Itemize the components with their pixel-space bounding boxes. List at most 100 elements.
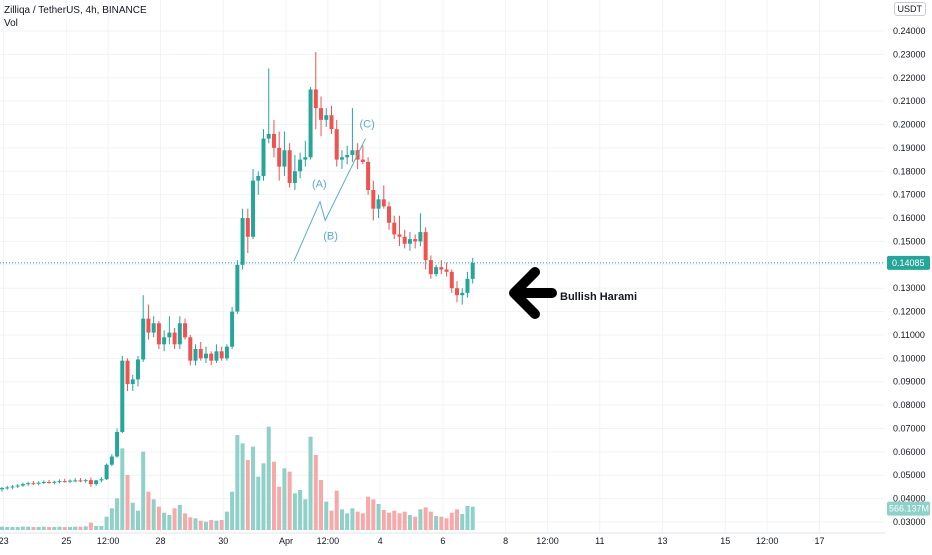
volume-bar [172, 508, 177, 530]
volume-bar [120, 448, 125, 530]
volume-bar [125, 475, 130, 530]
volume-bar [193, 518, 198, 530]
wave-line [293, 138, 366, 262]
volume-bar [360, 513, 365, 530]
time-tick-label: 17 [814, 536, 824, 546]
volume-bar [141, 451, 146, 530]
candle-body [381, 199, 386, 207]
volume-bar [177, 505, 182, 530]
candle-body [376, 199, 381, 209]
candle-body [151, 323, 156, 333]
candle-body [120, 360, 125, 432]
volume-bar [235, 435, 240, 530]
candle-body [26, 483, 31, 485]
time-tick-label: 28 [155, 536, 165, 546]
volume-bar [73, 526, 78, 530]
left-arrow-icon [509, 267, 557, 319]
volume-bar [0, 526, 4, 530]
candle-body [387, 206, 392, 223]
volume-bar [423, 507, 428, 530]
volume-bar [167, 515, 172, 530]
candle-body [251, 180, 256, 237]
candle-body [41, 482, 46, 484]
time-tick-label: 23 [0, 536, 9, 546]
candle-body [334, 129, 339, 160]
candle-body [141, 318, 146, 360]
volume-bar [162, 512, 167, 530]
price-tick-label: 0.18000 [893, 166, 926, 176]
candle-body [78, 480, 83, 482]
volume-bar [449, 512, 454, 530]
volume-bar [339, 509, 344, 530]
volume-bar [230, 491, 235, 530]
volume-bar [224, 511, 229, 530]
candle-body [209, 353, 214, 361]
volume-bar [465, 506, 470, 530]
candle-body [73, 480, 78, 482]
price-axis[interactable]: 0.03000 0.04000 0.05000 0.06000 0.07000 0.080… [885, 0, 932, 532]
volume-bar [20, 526, 25, 530]
volume-bar [151, 499, 156, 530]
volume-bar [183, 513, 188, 530]
candle-body [183, 323, 188, 338]
price-tick-label: 0.08000 [893, 400, 926, 410]
currency-selector[interactable]: USDT [893, 2, 926, 16]
volume-bar [31, 527, 36, 530]
candle-body [83, 480, 88, 482]
volume-bar [5, 527, 10, 530]
bullish-harami-label: Bullish Harami [560, 291, 637, 303]
volume-bar [47, 527, 52, 530]
volume-bar [83, 526, 88, 530]
volume-bar [428, 511, 433, 530]
volume-bar [209, 520, 214, 530]
volume-bar [219, 520, 224, 530]
price-tick-label: 0.12000 [893, 307, 926, 317]
candle-body [360, 159, 365, 162]
candle-body [52, 481, 57, 483]
candle-body [392, 222, 397, 235]
candle-body [350, 150, 355, 155]
candle-body [271, 133, 276, 148]
time-tick-label: Apr [279, 536, 293, 546]
volume-bars [0, 426, 475, 530]
candle-body [413, 239, 418, 242]
volume-bar [261, 463, 266, 530]
candle-body [444, 269, 449, 272]
volume-bar [345, 513, 350, 530]
candle-body [345, 154, 350, 158]
candle-body [407, 239, 412, 244]
price-tick-label: 0.13000 [893, 283, 926, 293]
volume-bar [329, 510, 334, 530]
candle-body [125, 360, 130, 385]
volume-bar [57, 526, 62, 530]
candle-body [177, 323, 182, 345]
volume-bar [52, 527, 57, 530]
volume-bar [444, 518, 449, 530]
candle-body [449, 271, 454, 289]
time-tick-label: 12:00 [756, 536, 779, 546]
price-tick-label: 0.24000 [893, 26, 926, 36]
time-axis[interactable]: 23 25 12:00 28 30 Apr 12:00 4 6 8 12:00 11 13 15 12:00… [0, 532, 885, 546]
candle-body [115, 431, 120, 457]
volume-bar [198, 520, 203, 530]
volume-bar [36, 527, 41, 530]
grid [0, 0, 885, 532]
candle-body [146, 318, 151, 333]
candle-body [308, 89, 313, 158]
volume-bar [240, 443, 245, 530]
chart-title: Zilliqa / TetherUS, 4h, BINANCE [4, 5, 147, 16]
annotation-arrow: Bullish Harami [509, 267, 637, 319]
candle-body [162, 337, 167, 345]
volume-bar [15, 527, 20, 530]
price-tick-label: 0.15000 [893, 236, 926, 246]
wave-label: (A) [312, 179, 327, 191]
candle-body [36, 482, 41, 484]
price-tick-label: 0.11000 [893, 330, 925, 340]
volume-bar [397, 513, 402, 530]
volume-bar [303, 499, 308, 530]
volume-bar [434, 516, 439, 530]
candle-body [439, 267, 444, 270]
volume-bar [214, 520, 219, 530]
